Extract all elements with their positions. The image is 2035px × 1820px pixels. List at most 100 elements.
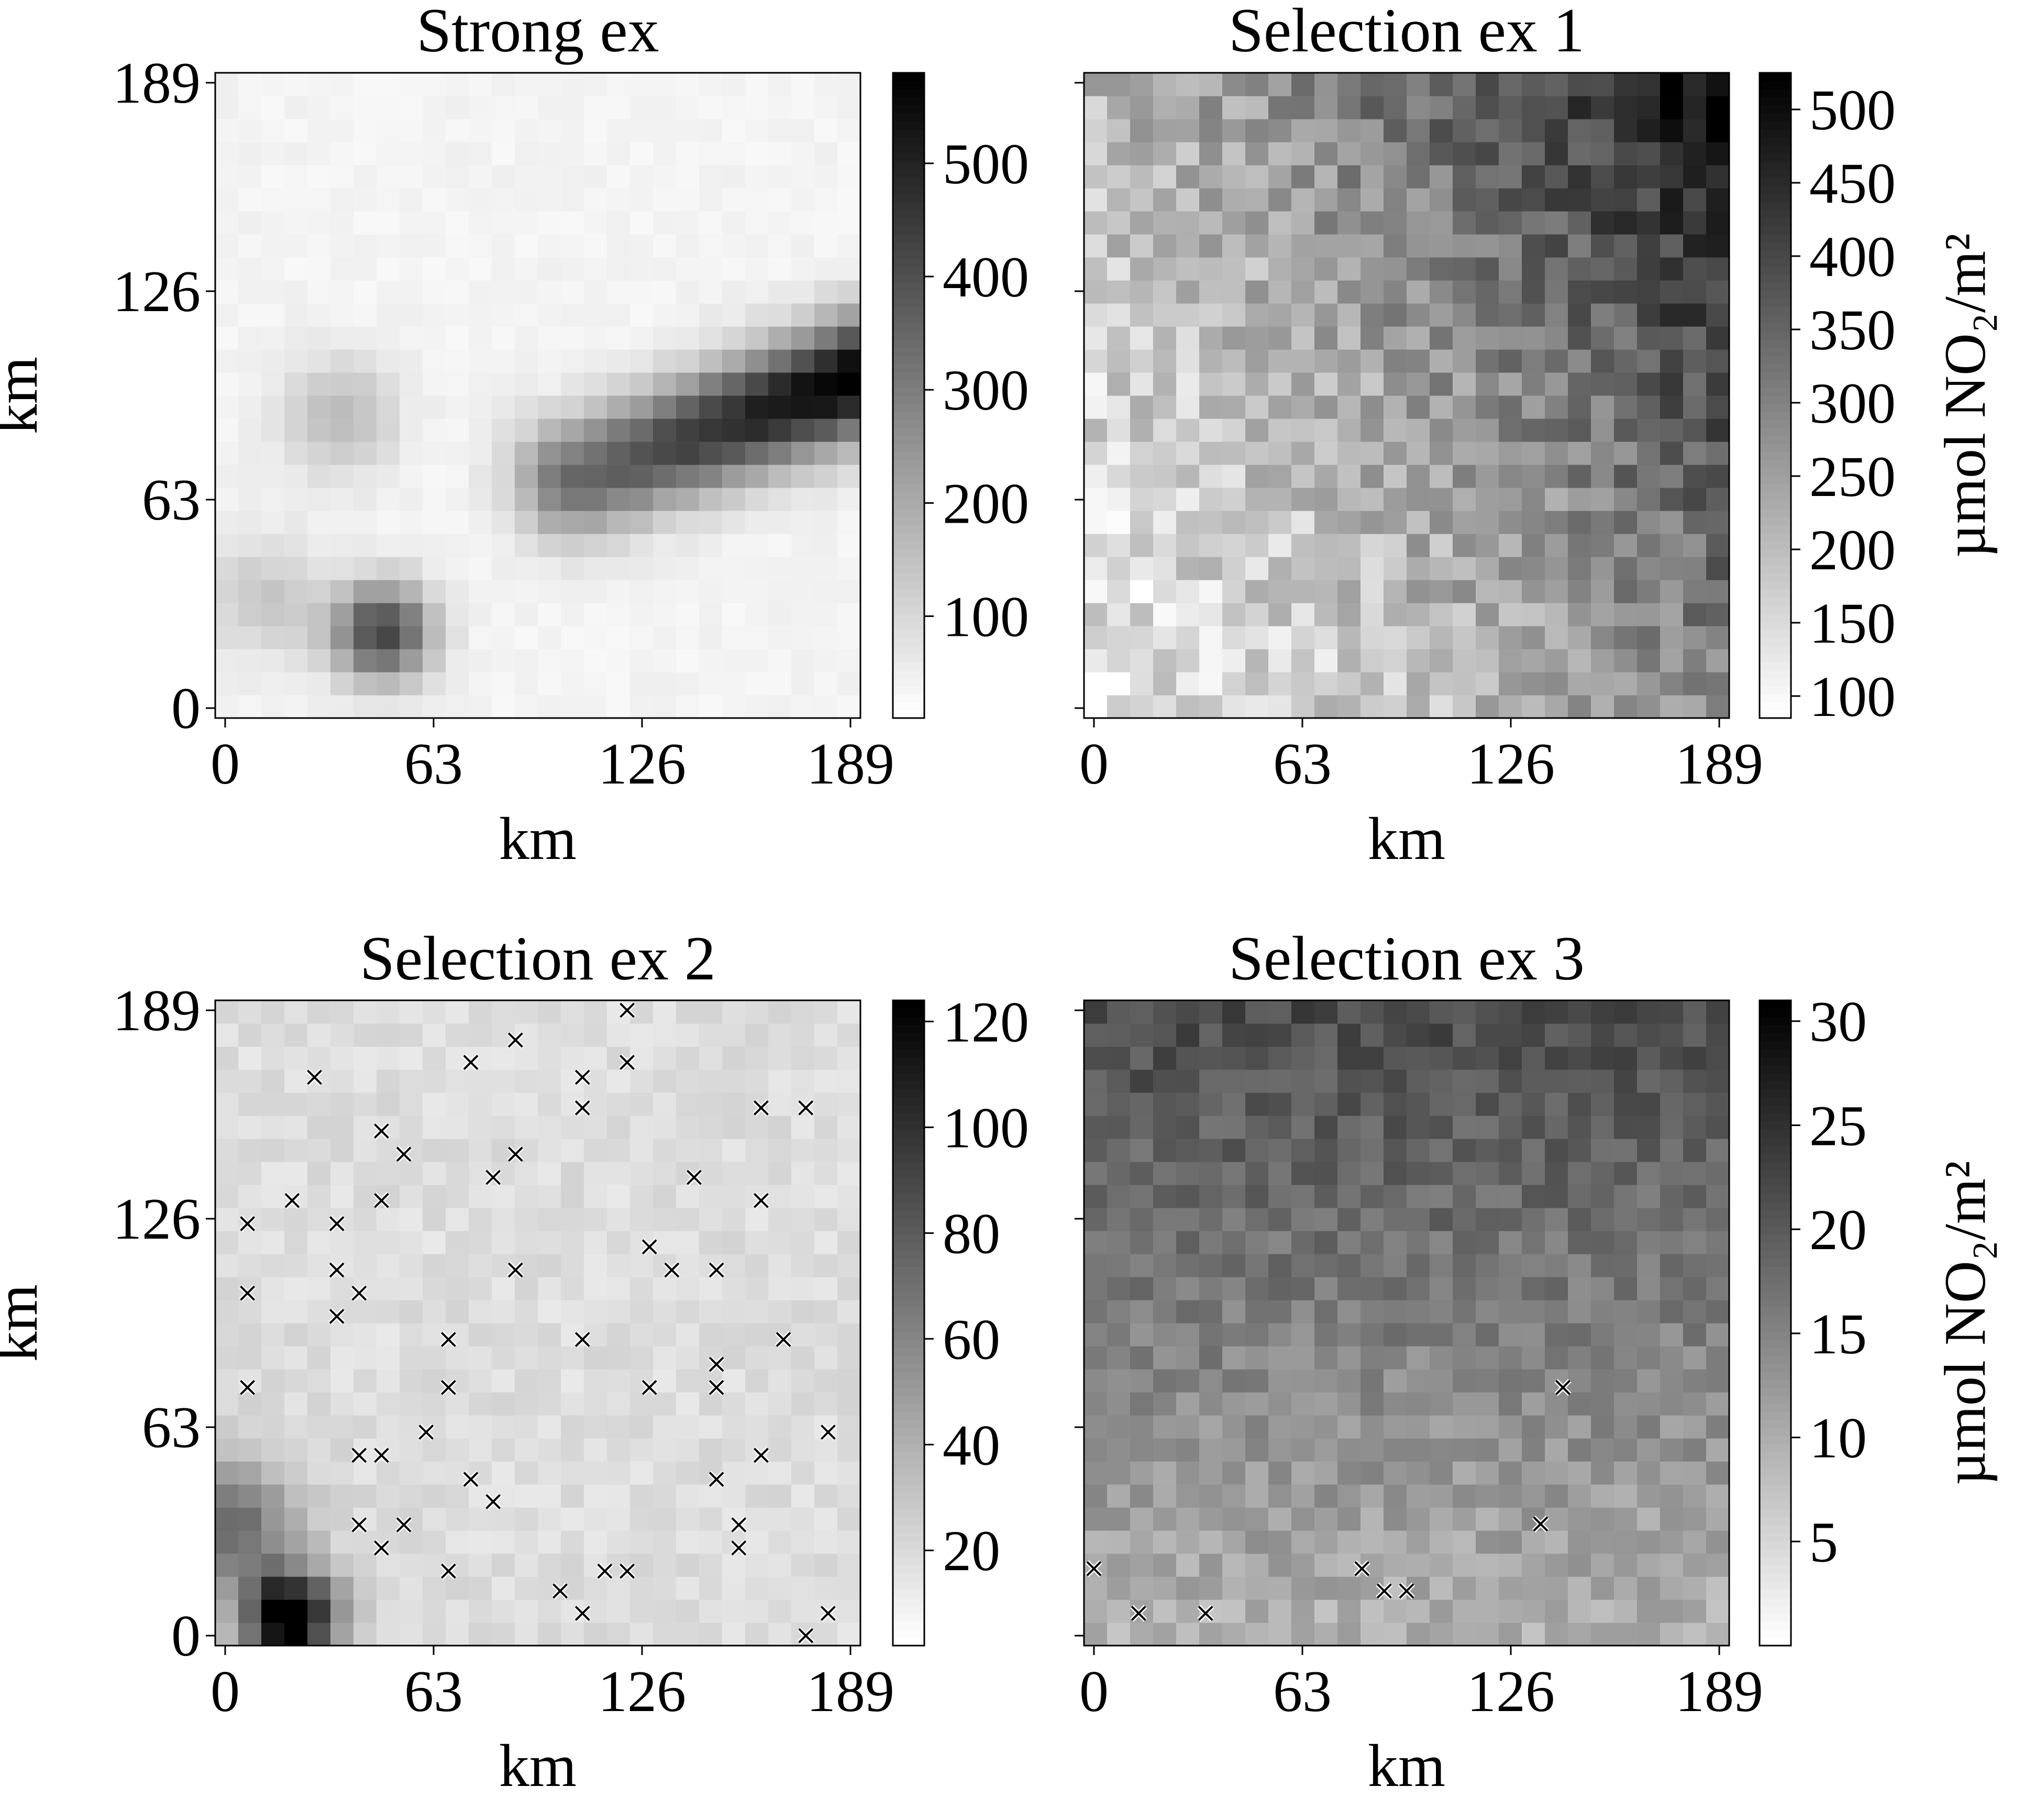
heatmap-cell [584, 603, 607, 626]
heatmap-cell [699, 488, 723, 511]
heatmap-cell [1314, 257, 1338, 281]
heatmap-cell [1522, 188, 1545, 212]
heatmap-cell [745, 1000, 769, 1024]
heatmap-cell [261, 488, 285, 511]
heatmap-cell [584, 626, 607, 649]
heatmap-cell [1361, 165, 1384, 189]
heatmap-cell [423, 695, 446, 719]
heatmap-cell [1130, 442, 1154, 465]
heatmap-cell [446, 119, 469, 142]
heatmap-cell [653, 119, 677, 142]
heatmap-cell [1499, 1023, 1522, 1047]
heatmap-cell [1268, 1046, 1292, 1070]
heatmap-cell [1245, 1530, 1269, 1554]
heatmap-cell [1499, 1415, 1522, 1439]
heatmap-cell [353, 372, 377, 396]
colorbar-step [893, 1210, 924, 1219]
heatmap-cell [1291, 1277, 1315, 1300]
heatmap-cell [1245, 1323, 1269, 1347]
heatmap-cell [768, 1185, 792, 1208]
heatmap-cell [1453, 165, 1476, 189]
heatmap-cell [1522, 1139, 1545, 1162]
heatmap-cell [1337, 488, 1361, 511]
heatmap-cell [1614, 603, 1638, 626]
heatmap-cell [1291, 1300, 1315, 1323]
heatmap-cell [215, 1139, 239, 1162]
heatmap-cell [699, 1530, 723, 1554]
heatmap-cell [837, 280, 861, 304]
heatmap-cell [469, 1185, 492, 1208]
heatmap-cell [791, 418, 815, 442]
heatmap-cell [284, 1576, 308, 1600]
y-tick-label: 0 [171, 1604, 201, 1669]
colorbar-step [893, 1177, 924, 1186]
colorbar-step [1760, 524, 1791, 533]
heatmap-cell [1637, 626, 1661, 649]
heatmap-cell [1545, 1208, 1568, 1231]
heatmap-cell [1084, 557, 1108, 580]
heatmap-cell [1222, 1046, 1246, 1070]
heatmap-cell [1361, 511, 1384, 534]
heatmap-cell [1361, 1369, 1384, 1393]
heatmap-cell [1453, 257, 1476, 281]
heatmap-cell [423, 1162, 446, 1185]
heatmap-cell [1683, 119, 1707, 142]
colorbar-step [893, 81, 924, 90]
heatmap-cell [1591, 1346, 1614, 1370]
heatmap-cell [1199, 1507, 1223, 1531]
heatmap-cell [515, 1438, 538, 1462]
heatmap-cell [1568, 534, 1591, 557]
heatmap-cell [353, 1185, 377, 1208]
heatmap-cell [1291, 1346, 1315, 1370]
heatmap-cell [1522, 1231, 1545, 1254]
heatmap-cell [1199, 1162, 1223, 1185]
colorbar-step [1760, 258, 1791, 267]
heatmap-cell [1637, 395, 1661, 419]
heatmap-cell [1314, 280, 1338, 304]
heatmap-cell [768, 1254, 792, 1277]
heatmap-cell [584, 96, 607, 119]
chart-title: Selection ex 2 [360, 923, 716, 993]
colorbar-step [893, 1508, 924, 1517]
heatmap-cell [1545, 557, 1568, 580]
heatmap-cell [1384, 1139, 1407, 1162]
heatmap-cell [1637, 1576, 1661, 1600]
heatmap-cell [1107, 142, 1131, 166]
heatmap-cell [261, 1069, 285, 1093]
colorbar-step [893, 541, 924, 549]
colorbar-step [1760, 653, 1791, 662]
heatmap-cell [307, 1553, 331, 1577]
colorbar-step [893, 1532, 924, 1541]
heatmap-cell [330, 1600, 354, 1623]
heatmap-cell [330, 1162, 354, 1185]
heatmap-cell [1660, 649, 1684, 672]
heatmap-cell [768, 96, 792, 119]
heatmap-cell [330, 142, 354, 166]
heatmap-cell [1337, 234, 1361, 258]
selection-marker [350, 1447, 368, 1464]
heatmap-cell [469, 280, 492, 304]
colorbar-step [1760, 1226, 1791, 1235]
colorbar-step [1760, 661, 1791, 670]
heatmap-cell [791, 1046, 815, 1070]
heatmap-cell [1384, 1484, 1407, 1508]
colorbar-step [1760, 1605, 1791, 1614]
heatmap-cell [699, 188, 723, 212]
heatmap-cell [1591, 580, 1614, 603]
heatmap-cell [699, 349, 723, 373]
heatmap-cell [1683, 303, 1707, 327]
heatmap-cell [1291, 349, 1315, 373]
selection-marker [574, 1605, 591, 1622]
heatmap-cell [515, 1392, 538, 1416]
heatmap-cell [538, 165, 561, 189]
heatmap-cell [1107, 1093, 1131, 1116]
selection-marker [618, 1054, 636, 1071]
heatmap-cell [1337, 303, 1361, 327]
heatmap-cell [1176, 1623, 1200, 1646]
heatmap-cell [1130, 1323, 1154, 1347]
heatmap-cell [1614, 1231, 1638, 1254]
heatmap-cell [561, 511, 584, 534]
heatmap-cell [330, 1461, 354, 1485]
heatmap-cell [515, 465, 538, 488]
